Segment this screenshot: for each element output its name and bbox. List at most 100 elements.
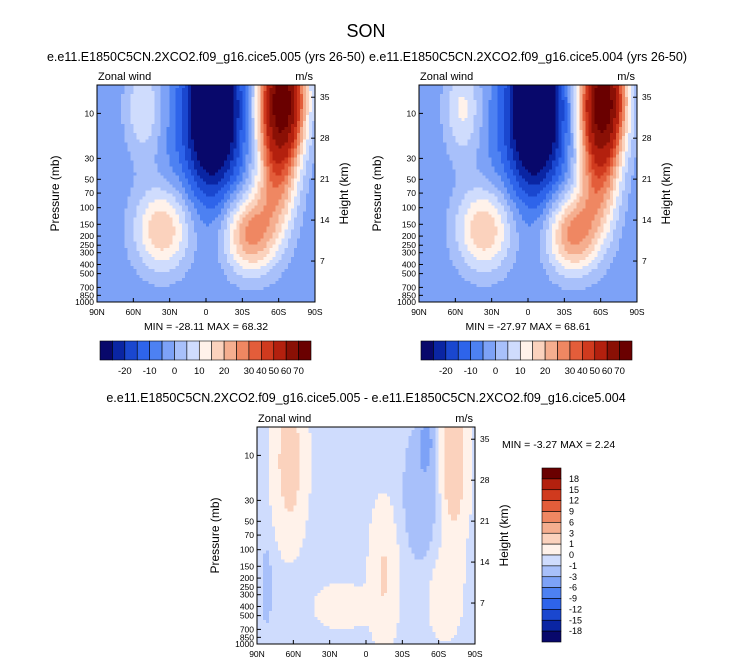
field-cell: [97, 223, 101, 228]
field-cell: [302, 190, 307, 195]
field-cell: [227, 163, 231, 167]
field-cell: [293, 262, 298, 267]
field-cell: [266, 265, 271, 270]
field-cell: [239, 112, 243, 116]
field-cell: [281, 238, 286, 243]
field-cell: [209, 220, 213, 225]
field-cell: [281, 241, 286, 246]
field-cell: [251, 106, 256, 110]
field-cell: [272, 199, 277, 204]
field-cell: [136, 214, 140, 219]
field-cell: [230, 211, 234, 216]
field-cell: [115, 184, 119, 189]
field-cell: [172, 88, 177, 92]
field-cell: [184, 85, 189, 89]
field-cell: [124, 256, 128, 261]
field-cell: [151, 211, 156, 216]
field-cell: [299, 289, 304, 294]
field-cell: [302, 223, 307, 228]
field-cell: [206, 145, 210, 149]
field-cell: [145, 115, 150, 119]
field-cell: [248, 268, 253, 273]
field-cell: [290, 127, 295, 131]
field-cell: [145, 172, 150, 177]
field-cell: [254, 247, 259, 252]
field-cell: [248, 103, 253, 107]
field-cell: [166, 289, 171, 294]
field-cell: [272, 166, 277, 170]
field-cell: [97, 280, 101, 285]
field-cell: [172, 100, 177, 104]
field-cell: [139, 130, 144, 134]
field-cell: [181, 85, 186, 89]
field-cell: [242, 259, 246, 264]
field-cell: [202, 100, 207, 104]
field-cell: [187, 106, 192, 110]
field-cell: [266, 157, 271, 161]
field-cell: [148, 232, 153, 237]
field-cell: [230, 226, 234, 231]
field-cell: [212, 262, 216, 267]
field-cell: [218, 181, 222, 186]
field-cell: [148, 169, 153, 173]
field-cell: [160, 157, 165, 161]
field-cell: [302, 130, 307, 134]
field-cell: [142, 193, 147, 198]
field-cell: [263, 97, 268, 101]
field-cell: [133, 106, 137, 110]
field-cell: [133, 124, 137, 128]
field-cell: [133, 217, 137, 222]
field-cell: [157, 190, 162, 195]
field-cell: [163, 277, 168, 282]
field-cell: [103, 250, 107, 255]
field-cell: [272, 259, 277, 264]
field-cell: [136, 94, 140, 98]
field-cell: [239, 142, 243, 146]
field-cell: [181, 286, 186, 291]
field-cell: [133, 259, 137, 264]
field-cell: [103, 232, 107, 237]
field-cell: [202, 166, 207, 170]
field-cell: [251, 262, 256, 267]
field-cell: [154, 187, 159, 192]
field-cell: [151, 289, 156, 294]
field-cell: [124, 85, 128, 89]
field-cell: [172, 148, 177, 152]
field-cell: [305, 274, 310, 279]
field-cell: [209, 124, 213, 128]
field-cell: [175, 127, 180, 131]
field-cell: [311, 139, 315, 143]
field-cell: [287, 274, 292, 279]
field-cell: [142, 142, 147, 146]
field-cell: [242, 133, 246, 137]
field-cell: [230, 163, 234, 167]
field-cell: [121, 250, 125, 255]
field-cell: [221, 229, 225, 234]
field-cell: [221, 187, 225, 192]
field-cell: [254, 139, 259, 143]
field-cell: [296, 244, 301, 249]
field-cell: [242, 271, 246, 276]
field-cell: [266, 271, 271, 276]
field-cell: [278, 127, 283, 131]
field-cell: [169, 205, 174, 210]
field-cell: [148, 229, 153, 234]
field-cell: [308, 250, 313, 255]
field-cell: [190, 196, 195, 201]
field-cell: [136, 205, 140, 210]
field-cell: [230, 202, 234, 207]
field-cell: [145, 286, 150, 291]
field-cell: [115, 169, 119, 173]
field-cell: [199, 142, 204, 146]
field-cell: [178, 154, 183, 158]
field-cell: [160, 127, 165, 131]
field-cell: [199, 232, 204, 237]
field-cell: [227, 154, 231, 158]
field-cell: [296, 124, 301, 128]
field-cell: [178, 169, 183, 173]
field-cell: [293, 217, 298, 222]
field-cell: [127, 100, 131, 104]
field-cell: [242, 253, 246, 258]
field-cell: [127, 103, 131, 107]
field-cell: [124, 160, 128, 164]
